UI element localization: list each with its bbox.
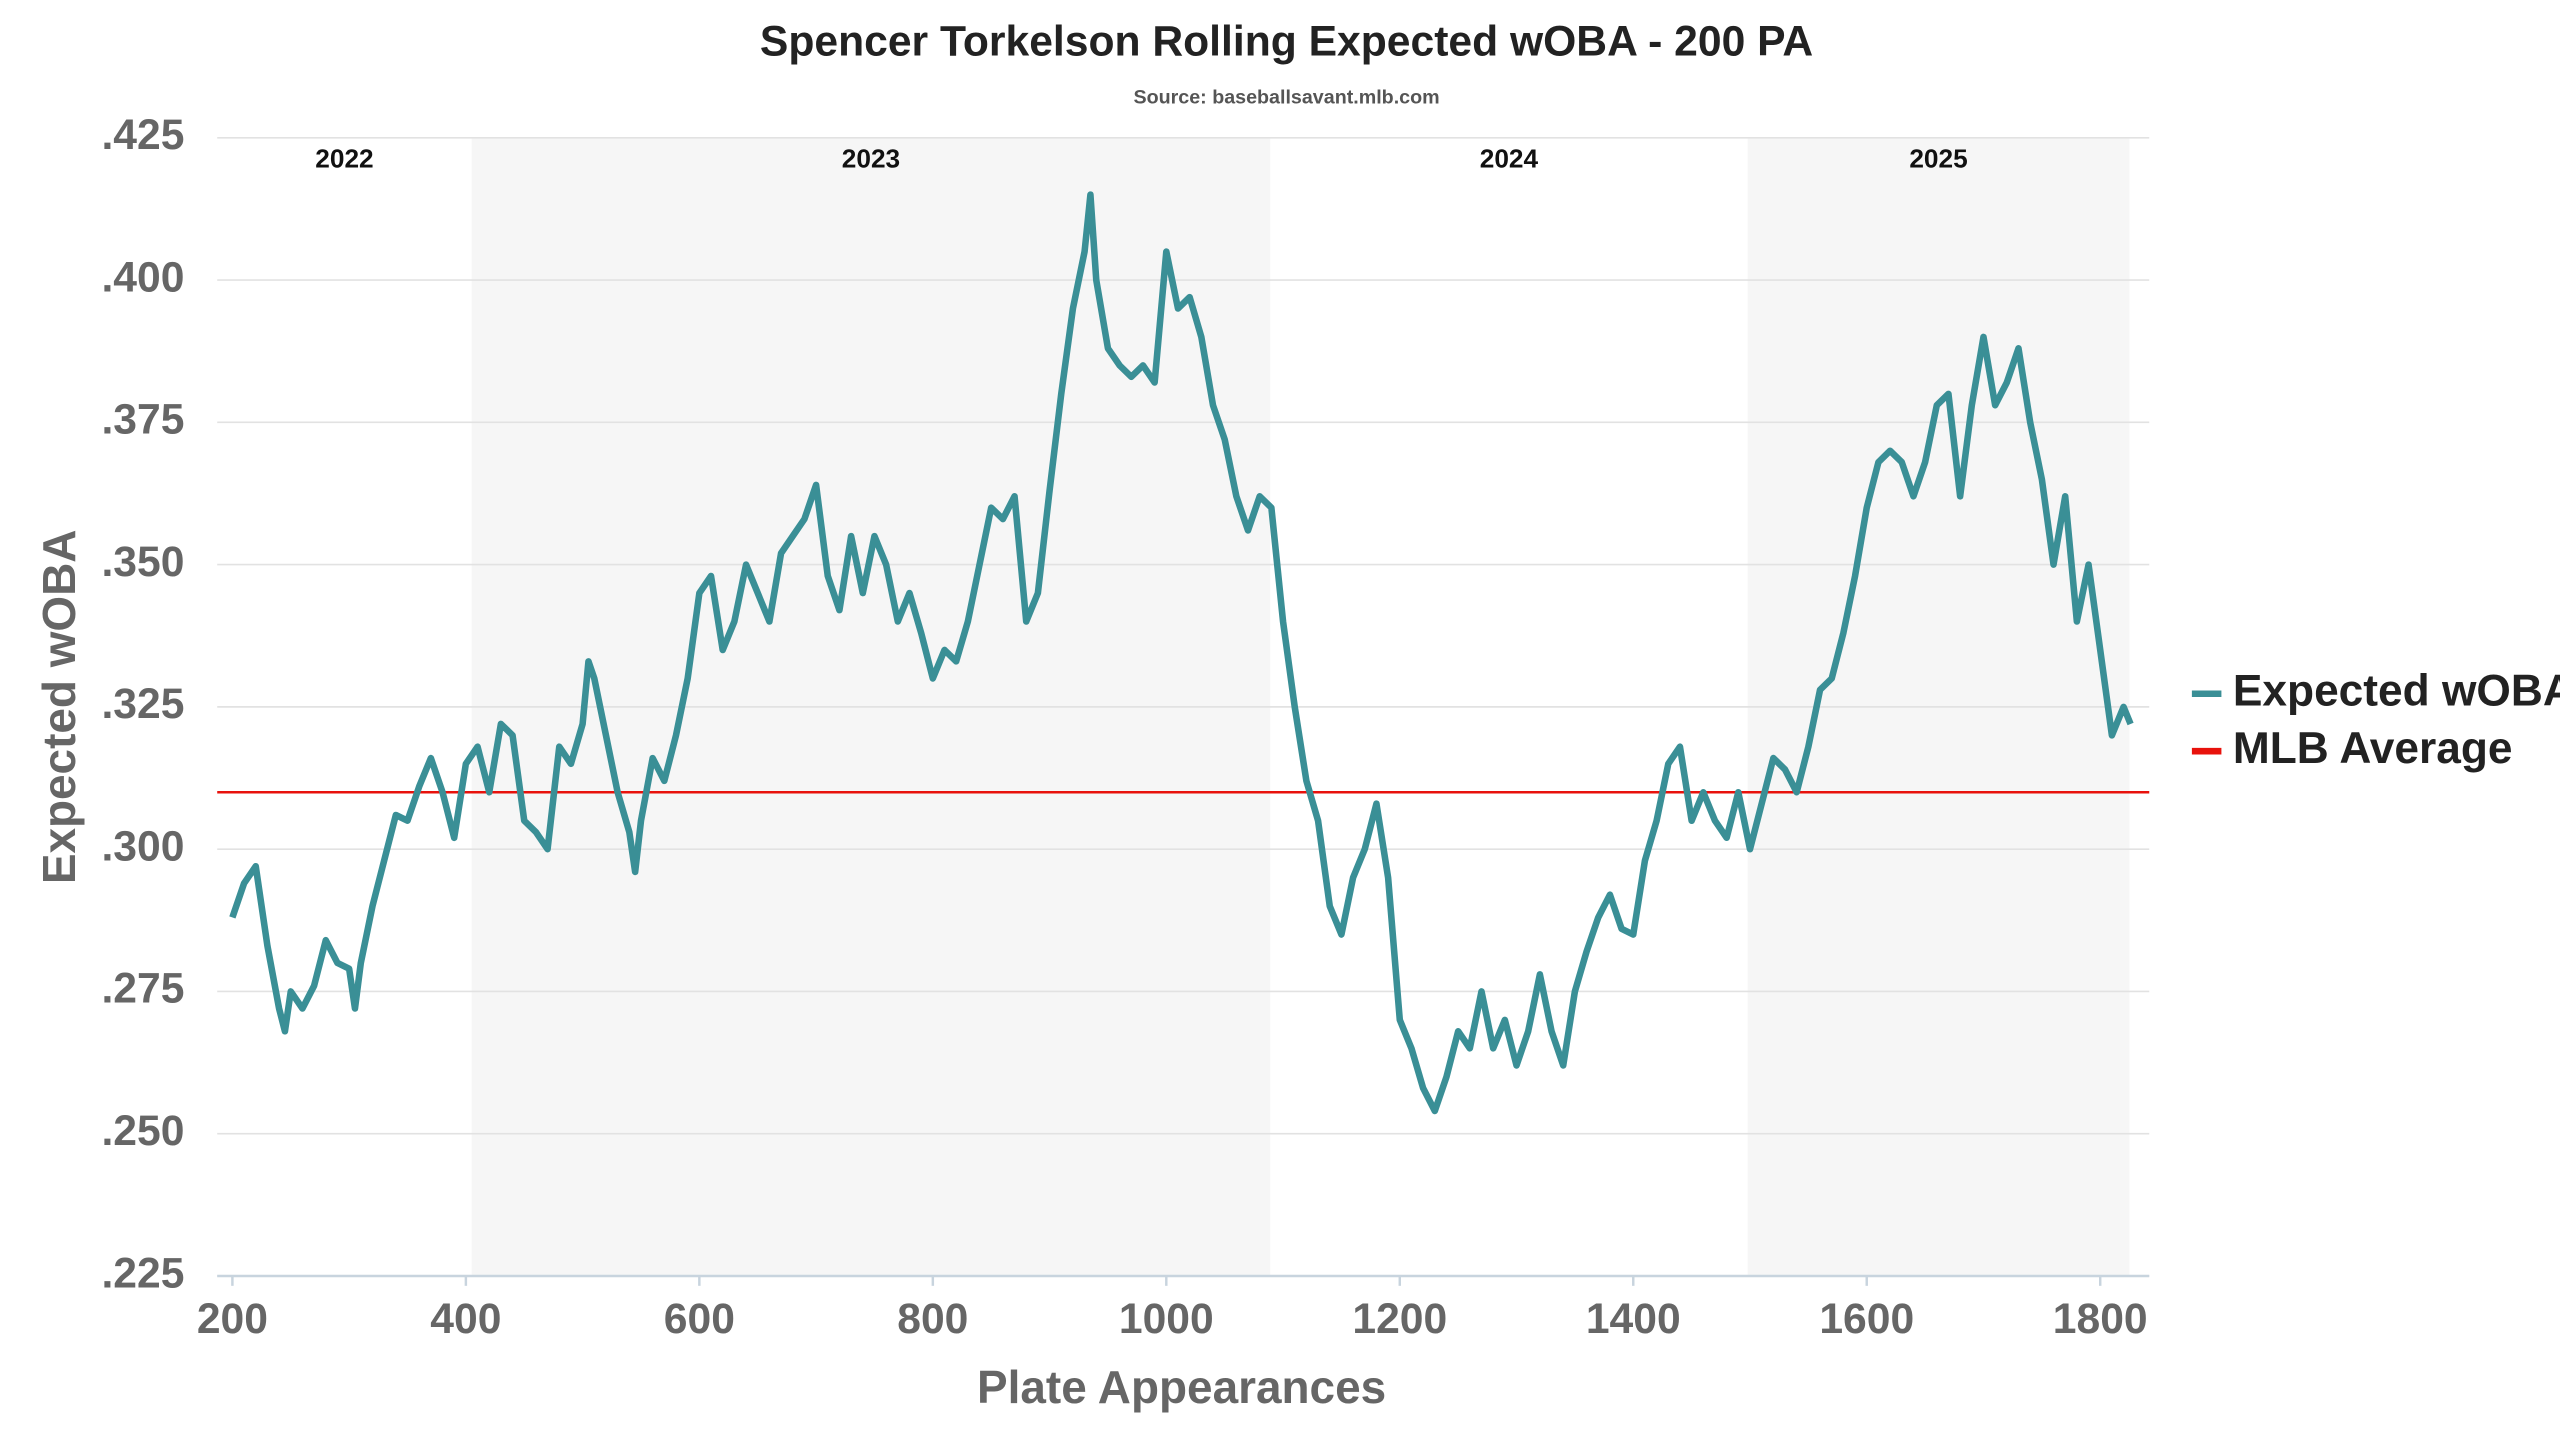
y-tick-label: .325	[101, 680, 184, 728]
x-tick-label: 800	[897, 1295, 968, 1343]
y-tick-label: .275	[101, 965, 184, 1013]
x-tick-label: 1400	[1586, 1295, 1681, 1343]
x-tick-label: 1800	[2053, 1295, 2148, 1343]
x-tick-label: 1200	[1352, 1295, 1447, 1343]
season-label: 2025	[1909, 144, 1967, 174]
y-tick-label: .350	[101, 538, 184, 586]
plot	[217, 191, 2150, 1115]
y-axis-label: Expected wOBA	[33, 530, 85, 885]
season-label: 2022	[315, 144, 373, 174]
y-tick-label: .425	[101, 111, 184, 159]
season-label: 2023	[842, 144, 900, 174]
y-tick-label: .225	[101, 1249, 184, 1297]
x-tick-label: 1600	[1819, 1295, 1914, 1343]
season-label: 2024	[1480, 144, 1539, 174]
y-tick-label: .250	[101, 1107, 184, 1155]
grid	[217, 136, 2150, 1286]
series-line	[229, 191, 2134, 1115]
y-tick-label: .375	[101, 396, 184, 444]
x-tick-label: 1000	[1119, 1295, 1214, 1343]
y-tick-label: .300	[101, 822, 184, 870]
chart-subtitle: Source: baseballsavant.mlb.com	[1133, 87, 1439, 109]
legend-label: Expected wOBA	[2233, 666, 2560, 715]
x-tick-label: 200	[197, 1295, 268, 1343]
legend-label: MLB Average	[2233, 724, 2513, 773]
chart-title: Spencer Torkelson Rolling Expected wOBA …	[760, 18, 1813, 66]
x-axis-label: Plate Appearances	[977, 1361, 1386, 1413]
x-tick-label: 400	[430, 1295, 501, 1343]
y-tick-label: .400	[101, 253, 184, 301]
x-tick-label: 600	[664, 1295, 735, 1343]
